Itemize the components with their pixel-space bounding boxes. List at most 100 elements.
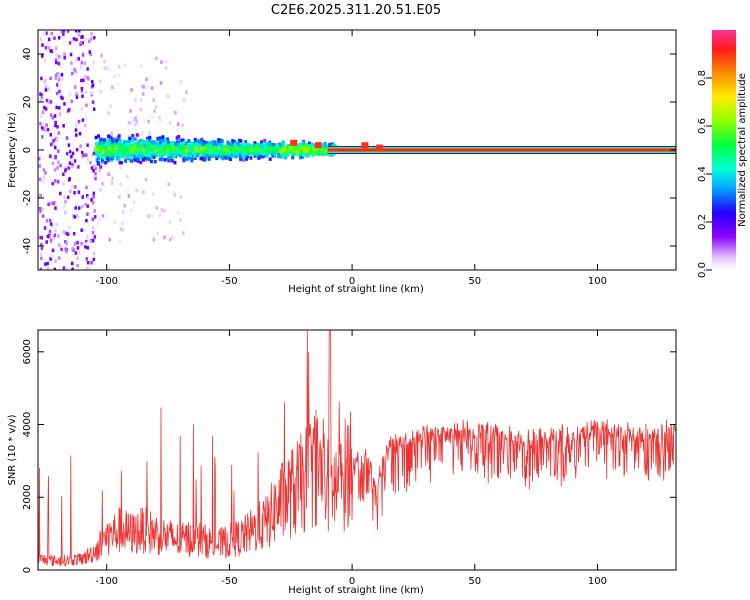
snr-frame	[37, 329, 677, 571]
spectrogram-cell	[136, 139, 139, 144]
spectrogram-cell	[123, 63, 127, 67]
spectrogram-cell	[207, 141, 211, 146]
spectrogram-cell	[87, 196, 90, 200]
spectrogram-cell	[40, 114, 43, 118]
spectrogram-cell	[99, 165, 103, 169]
spectrogram-cell	[244, 148, 248, 152]
spectrogram-cell	[62, 30, 66, 33]
spectrogram-cell	[68, 92, 72, 96]
spectrogram-cell	[70, 154, 73, 159]
spectrogram-cell	[49, 238, 53, 243]
spectrogram-cell	[104, 152, 108, 157]
spectrogram-cell	[225, 151, 229, 156]
spectrogram-cell	[54, 155, 57, 160]
spectrogram-cell	[44, 107, 48, 111]
spectrogram-cell	[164, 66, 168, 70]
spectrogram-cell	[292, 146, 296, 151]
spectrogram-cell	[313, 149, 317, 154]
spectrogram-cell	[44, 78, 47, 82]
spectrogram-cell	[316, 149, 320, 153]
spectrogram-cell	[230, 143, 234, 147]
spectrogram-cell	[147, 214, 150, 219]
spectrogram-cell	[41, 135, 44, 139]
spectrogram-cell	[217, 146, 221, 150]
spectrogram-cell	[40, 76, 43, 81]
spectrogram-cell	[63, 52, 66, 56]
spectrogram-cell	[284, 149, 288, 154]
spectrogram-cell	[208, 151, 212, 155]
spectrogram-cell	[147, 153, 151, 158]
spectrogram-cell	[45, 31, 48, 35]
spectrogram-cell	[280, 143, 284, 147]
spectrogram-cell	[103, 144, 107, 149]
spectrogram-cell	[211, 149, 215, 154]
spectrogram-axis-ticks: -100 -50 0 50 100 -40 -20 0 20 40	[22, 30, 676, 287]
spectrogram-cell	[54, 259, 57, 263]
y-tick-label: 2000	[22, 485, 33, 510]
spectrogram-cell	[280, 145, 284, 150]
spectrogram-cell	[276, 147, 280, 151]
spectrogram-cell	[253, 141, 257, 145]
spectrogram-cell	[283, 147, 287, 152]
spectrogram-cell	[49, 154, 52, 159]
spectrogram-cell	[138, 155, 142, 160]
spectrogram-cell	[224, 144, 228, 149]
spectrogram-cell	[151, 152, 155, 156]
spectrogram-cell	[128, 155, 132, 160]
spectrogram-cell	[92, 195, 95, 199]
spectrogram-cell	[205, 153, 209, 158]
spectrogram-cell	[218, 143, 222, 148]
spectrogram-cell	[177, 149, 181, 154]
spectrogram-cell	[132, 143, 136, 147]
spectrogram-cell	[293, 151, 297, 156]
spectrogram-cell	[87, 266, 91, 270]
spectrogram-cell	[159, 118, 162, 123]
x-tick-label: -100	[95, 276, 118, 287]
snr-x-label: Height of straight line (km)	[288, 585, 424, 596]
spectrogram-cell	[162, 209, 166, 213]
spectrogram-cell	[92, 60, 95, 65]
spectrogram-cell	[118, 138, 122, 142]
spectrogram-cell	[171, 141, 175, 145]
spectrogram-cell	[65, 136, 69, 140]
spectrogram-cell	[61, 77, 64, 81]
spectrogram-cell	[205, 150, 209, 154]
spectrogram-cell	[53, 200, 56, 205]
spectrogram-cell	[79, 144, 82, 148]
spectrogram-cell	[101, 214, 105, 218]
spectrogram-cell	[196, 139, 200, 144]
spectrogram-cell	[92, 251, 96, 256]
colorbar-tick-label: 0.0	[697, 262, 708, 278]
spectrogram-cell	[66, 232, 70, 236]
x-tick-label: 50	[468, 276, 481, 287]
spectrogram-cell	[93, 209, 96, 213]
spectrogram-cell	[274, 147, 278, 151]
spectrogram-cell	[129, 144, 133, 149]
spectrogram-cell	[151, 148, 155, 152]
spectrogram-cell	[77, 119, 81, 124]
spectrogram-cell	[176, 146, 180, 150]
spectrogram-cell	[132, 200, 136, 205]
spectrogram-cell	[160, 138, 164, 143]
spectrogram-cell	[290, 139, 298, 146]
carrier-band-core	[327, 148, 676, 152]
spectrogram-cell	[149, 150, 153, 155]
spectrogram-cell	[239, 145, 243, 150]
spectrogram-cell	[145, 77, 148, 82]
spectrogram-cell	[171, 235, 174, 240]
spectrogram-cell	[163, 158, 167, 162]
spectrogram-cell	[168, 155, 172, 160]
spectrogram-cell	[274, 150, 278, 155]
spectrogram-cell	[52, 138, 55, 143]
spectrogram-cell	[128, 136, 132, 141]
spectrogram-cell	[51, 224, 55, 228]
spectrogram-cell	[44, 262, 47, 266]
spectrogram-cell	[57, 256, 61, 260]
spectrogram-cell	[166, 140, 170, 145]
spectrogram-cell	[133, 137, 137, 141]
spectrogram-cell	[75, 95, 79, 99]
spectrogram-cell	[193, 137, 197, 142]
spectrogram-cell	[187, 138, 191, 143]
spectrogram-cell	[86, 157, 89, 162]
colorbar-tick-label: 0.4	[697, 166, 708, 182]
